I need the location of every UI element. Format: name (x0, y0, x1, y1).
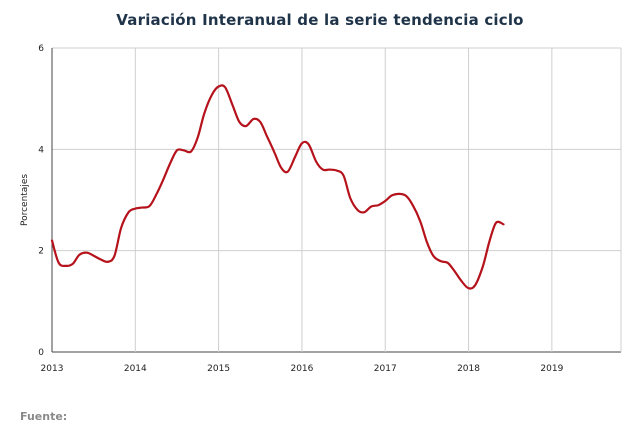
chart-title: Variación Interanual de la serie tendenc… (116, 11, 524, 29)
x-tick-label: 2016 (290, 364, 313, 374)
x-tick-label: 2014 (124, 364, 147, 374)
source-label: Fuente: (20, 410, 68, 423)
x-tick-label: 2013 (41, 364, 64, 374)
y-tick-label: 4 (38, 145, 44, 155)
x-tick-label: 2019 (540, 364, 563, 374)
x-tick-label: 2017 (374, 364, 397, 374)
series-line (50, 84, 505, 290)
y-axis-title: Porcentajes (20, 174, 30, 226)
y-tick-label: 2 (38, 247, 44, 257)
x-tick-label: 2015 (207, 364, 230, 374)
y-tick-label: 0 (38, 348, 44, 358)
x-tick-label: 2018 (457, 364, 480, 374)
y-tick-label: 6 (38, 44, 44, 54)
